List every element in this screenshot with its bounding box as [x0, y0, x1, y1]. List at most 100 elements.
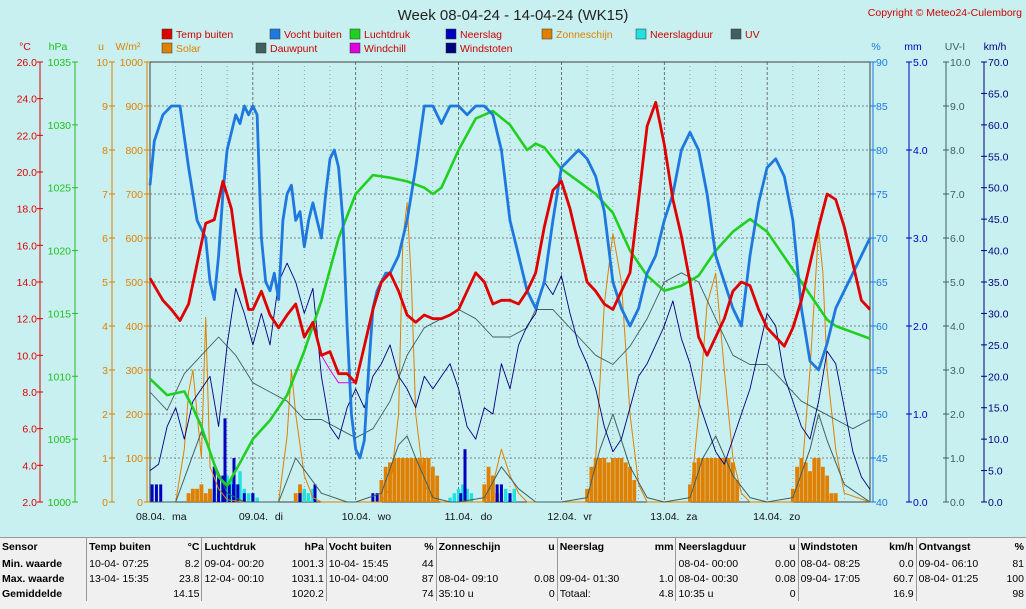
stats-cell: 08-04- 00:30 — [675, 571, 764, 586]
stats-header-cell: Ontvangst — [915, 538, 999, 556]
sun-bar — [623, 462, 628, 502]
legend-label: Neerslagduur — [650, 29, 714, 41]
stats-cell — [325, 586, 402, 601]
axis-unit-label: UV-I — [945, 41, 965, 53]
sun-bar — [833, 493, 838, 502]
stats-cell: 10-04- 15:45 — [325, 556, 402, 571]
axis-tick-label: 500 — [125, 277, 143, 289]
x-day-label: 14.04. — [753, 511, 782, 523]
sun-bar — [413, 458, 418, 502]
sun-bar — [713, 458, 718, 502]
stats-cell: 35:10 u — [435, 586, 526, 601]
axis-tick-label: 8.0 — [950, 145, 965, 157]
sun-bar — [696, 458, 701, 502]
stats-cell: 60.7 — [893, 572, 914, 585]
axis-tick-label: 60 — [876, 321, 888, 333]
sun-bar — [615, 458, 620, 502]
stats-cell: 09-04- 06:10 — [915, 556, 999, 571]
stats-header-row: Sensor Temp buiten °C Luchtdruk hPa Vocht bui… — [0, 538, 1026, 556]
stats-cell: 81 — [1012, 557, 1024, 570]
sun-bar — [490, 475, 495, 502]
precip-bar — [459, 493, 463, 502]
x-dayname-label: di — [275, 511, 283, 523]
sun-bar — [726, 458, 731, 502]
sun-bar — [816, 458, 821, 502]
x-day-label: 11.04. — [445, 511, 473, 523]
sun-bar — [598, 458, 602, 502]
sun-bar — [293, 493, 298, 502]
precip-duration-bar — [311, 488, 315, 502]
stats-header-cell: °C — [187, 541, 200, 553]
precip-bar — [499, 484, 503, 502]
chart-title: Week 08-04-24 - 14-04-24 (WK15) — [398, 7, 629, 24]
sun-bar — [812, 458, 817, 502]
axis-tick-label: 50 — [876, 409, 888, 421]
stats-cell: 10-04- 07:25 — [86, 556, 169, 571]
precip-bar — [371, 493, 375, 502]
axis-tick-label: 16.0 — [17, 240, 38, 252]
stats-panel: Sensor Temp buiten °C Luchtdruk hPa Vocht bui… — [0, 537, 1026, 609]
stats-cell: 44 — [421, 557, 434, 570]
stats-header-cell: Windstoten — [797, 538, 876, 556]
stats-cell: 74 — [421, 587, 434, 600]
stats-header-cell: u — [548, 541, 555, 553]
stats-header-cell: u — [789, 541, 796, 553]
axis-tick-label: 70 — [876, 233, 888, 245]
sun-bar — [709, 458, 714, 502]
stats-cell — [915, 586, 999, 601]
precip-duration-bar — [461, 484, 465, 502]
stats-cell: 0 — [548, 587, 555, 600]
legend-label: Luchtdruk — [364, 29, 411, 41]
axis-tick-label: 10 — [96, 57, 108, 69]
precip-bar — [508, 493, 512, 502]
stats-cell: 98 — [1012, 587, 1024, 600]
axis-tick-label: 1 — [102, 453, 108, 465]
sun-bar — [396, 458, 401, 502]
stats-cell: 08-04- 01:25 — [915, 571, 999, 586]
sun-bar — [199, 484, 204, 502]
precip-bar — [242, 493, 246, 502]
axis-tick-label: 90 — [876, 57, 888, 69]
axis-tick-label: 1020 — [48, 246, 72, 258]
sun-bar — [379, 480, 384, 502]
legend-swatch — [349, 28, 361, 40]
precip-bar — [227, 484, 231, 502]
stats-header-cell: Sensor — [2, 541, 38, 553]
x-dayname-label: ma — [172, 511, 187, 523]
axis-tick-label: 2.0 — [950, 409, 965, 421]
stats-cell: 08-04- 00:00 — [675, 556, 764, 571]
axis-tick-label: 22.0 — [17, 130, 38, 142]
axis-tick-label: 85 — [876, 101, 888, 113]
precip-bar — [251, 493, 255, 502]
axis-tick-label: 1025 — [48, 183, 72, 195]
axis-tick-label: 1005 — [48, 434, 72, 446]
precip-bar — [221, 475, 225, 502]
plot-grid — [149, 61, 871, 503]
stats-header-cell: Neerslag — [556, 538, 637, 556]
sun-bar — [409, 458, 414, 502]
axis-tick-label: 20.0 — [988, 371, 1009, 383]
axis-tick-label: 60.0 — [988, 120, 1009, 132]
legend-swatch — [161, 42, 173, 54]
sun-bar — [186, 493, 191, 502]
sun-bar — [426, 458, 431, 502]
stats-cell — [201, 586, 280, 601]
stats-cell: 0.08 — [775, 572, 796, 585]
axis-tick-label: 300 — [125, 365, 143, 377]
axis-tick-label: 200 — [125, 409, 143, 421]
axis-tick-label: 5 — [102, 277, 108, 289]
series-temp-buiten — [148, 100, 872, 385]
sun-bar — [820, 466, 825, 502]
axis-tick-label: 12.0 — [17, 314, 38, 326]
precip-bar — [159, 484, 163, 502]
stats-cell: 09-04- 00:20 — [201, 556, 280, 571]
axis-tick-label: 15.0 — [988, 403, 1009, 415]
axis-tick-label: 1000 — [120, 57, 144, 69]
stats-header-cell: Temp buiten — [86, 538, 169, 556]
sun-bar — [430, 466, 435, 502]
axis-tick-label: 5.0 — [913, 57, 928, 69]
series-dauwpunt — [149, 272, 871, 439]
stats-cell: 10:35 u — [675, 586, 764, 601]
x-day-label: 13.04. — [650, 511, 679, 523]
axis-tick-label: 5.0 — [988, 466, 1003, 478]
